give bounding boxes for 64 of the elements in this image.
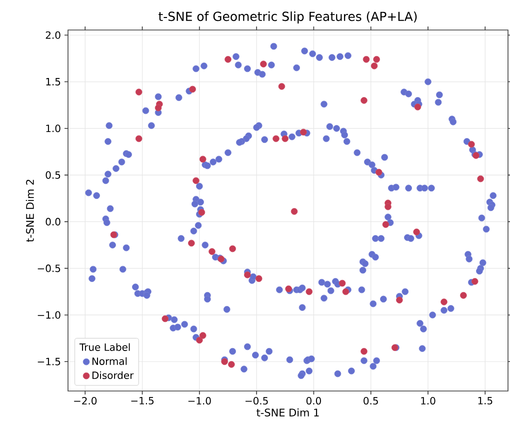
point	[338, 280, 346, 287]
point	[477, 175, 484, 182]
point	[468, 140, 475, 148]
point	[396, 296, 403, 304]
point	[373, 56, 380, 63]
y-tick-label: 0.5	[46, 171, 60, 179]
point	[229, 245, 236, 252]
chart-title: t-SNE of Geometric Slip Features (AP+LA)	[158, 11, 417, 24]
y-tick-label: 2.0	[46, 31, 60, 39]
point	[278, 83, 286, 90]
x-tick-label: 0.0	[306, 397, 321, 405]
point	[208, 248, 216, 255]
legend-label: Normal	[92, 357, 127, 365]
x-axis-title: t-SNE Dim 1	[256, 408, 319, 416]
x-tick-label: 1.0	[421, 397, 436, 405]
point	[413, 228, 420, 236]
point	[360, 348, 368, 355]
point	[188, 240, 195, 247]
point	[282, 135, 289, 142]
point	[135, 135, 142, 142]
point	[224, 56, 232, 63]
point	[162, 315, 169, 322]
point	[471, 278, 478, 285]
point	[244, 271, 251, 278]
point	[382, 221, 390, 228]
x-tick-label: −1.0	[188, 397, 211, 405]
point	[196, 336, 203, 344]
point	[384, 203, 392, 210]
x-tick-label: 0.5	[364, 397, 378, 405]
point	[255, 275, 262, 282]
legend-label: Disorder	[92, 371, 134, 380]
y-axis-title: t-SNE Dim 2	[26, 180, 34, 242]
y-tick-label: −1.0	[38, 311, 60, 319]
x-tick-label: −2.0	[74, 397, 97, 405]
point	[199, 156, 206, 163]
point	[290, 208, 298, 215]
point	[154, 104, 162, 112]
y-tick-label: 0.0	[46, 218, 60, 226]
y-tick-label: 1.0	[46, 124, 60, 132]
x-tick-label: 1.5	[478, 397, 492, 404]
point	[300, 128, 307, 136]
x-tick-label: −0.5	[246, 397, 268, 405]
point	[460, 292, 467, 299]
point	[192, 177, 200, 184]
point	[370, 62, 378, 70]
y-tick-label: 1.5	[46, 78, 60, 86]
point	[414, 104, 422, 110]
point	[440, 298, 448, 306]
x-tick-label: −1.5	[131, 397, 154, 404]
point	[272, 135, 280, 142]
point	[135, 88, 142, 96]
y-tick-label: −0.5	[38, 264, 60, 272]
legend-title: True Label	[79, 343, 130, 351]
point	[198, 208, 206, 216]
y-tick-label: −1.5	[38, 358, 60, 366]
point	[189, 86, 196, 93]
point	[362, 56, 370, 63]
point	[228, 361, 235, 368]
point	[199, 332, 206, 339]
point	[360, 97, 368, 104]
point	[306, 288, 313, 296]
point	[342, 288, 350, 296]
point	[375, 168, 382, 176]
point	[260, 60, 267, 68]
